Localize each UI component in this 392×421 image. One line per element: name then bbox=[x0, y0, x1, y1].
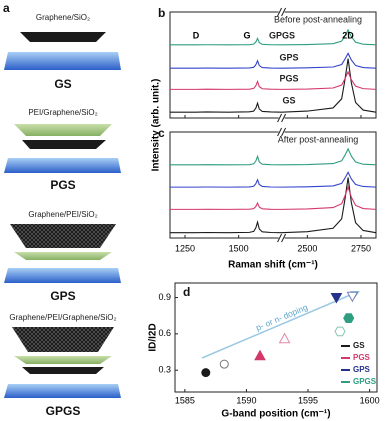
axis-break bbox=[277, 233, 283, 243]
panel-label: c bbox=[158, 126, 165, 140]
legend-label: GPS bbox=[353, 365, 371, 374]
layer-caption: Graphene/SiO₂ bbox=[36, 13, 90, 22]
spectrum bbox=[170, 171, 377, 188]
substrate bbox=[4, 158, 121, 173]
x-tick-label: 2500 bbox=[297, 243, 317, 253]
sample-name: GPS bbox=[50, 289, 75, 303]
substrate bbox=[4, 384, 121, 398]
x-tick-label: 1600 bbox=[360, 395, 380, 405]
spectrum bbox=[170, 177, 377, 234]
plot-frame bbox=[174, 282, 378, 393]
axis-break-gap bbox=[278, 236, 285, 240]
spectrum bbox=[170, 52, 377, 69]
x-tick-label: 1595 bbox=[298, 395, 318, 405]
pei-layer bbox=[14, 356, 112, 364]
graphene-layer bbox=[10, 224, 116, 248]
annotation: p- or n- doping bbox=[254, 302, 309, 333]
axis-break-gap bbox=[278, 10, 285, 14]
graphene-layer bbox=[22, 140, 106, 149]
x-tick-label: 1250 bbox=[175, 243, 195, 253]
spectrum bbox=[170, 147, 377, 166]
legend-label: GPGS bbox=[353, 377, 377, 386]
panel-label: b bbox=[158, 6, 165, 20]
axis-break bbox=[281, 113, 287, 123]
sample-name: GS bbox=[54, 77, 71, 91]
peak-label: 2D bbox=[342, 30, 354, 40]
axis-break bbox=[277, 113, 283, 123]
spectrum bbox=[170, 185, 377, 210]
graphene-layer bbox=[20, 32, 106, 42]
x-tick-label: 1500 bbox=[229, 243, 249, 253]
substrate bbox=[4, 268, 121, 283]
substrate bbox=[4, 52, 121, 70]
y-tick-label: 0.6 bbox=[158, 328, 171, 338]
y-axis-label: Intensity (arb. unit.) bbox=[151, 79, 162, 172]
data-point bbox=[334, 326, 346, 337]
spectrum bbox=[170, 58, 377, 113]
panel-title: After post-annealing bbox=[278, 134, 359, 144]
y-tick-label: 0.9 bbox=[158, 292, 171, 302]
series-label: PGS bbox=[279, 73, 298, 83]
layer-caption: PEI/Graphene/SiO₂ bbox=[28, 108, 97, 117]
axis-break bbox=[277, 127, 283, 137]
x-tick-label: 2750 bbox=[351, 243, 371, 253]
peak-label: G bbox=[243, 30, 250, 40]
axis-break bbox=[281, 7, 287, 17]
panel-a: a Graphene/SiO₂ GS PEI/Graphene/SiO₂ PGS… bbox=[3, 1, 121, 418]
axis-break-gap bbox=[278, 130, 285, 134]
spectrum bbox=[170, 70, 377, 90]
data-point bbox=[343, 313, 355, 323]
layer-caption: Graphene/PEI/Graphene/SiO₂ bbox=[9, 313, 116, 322]
peak-label: D bbox=[193, 30, 200, 40]
axis-break-gap bbox=[278, 116, 285, 120]
layer-caption: Graphene/PEI/SiO₂ bbox=[28, 210, 97, 219]
y-axis-label: ID/I2D bbox=[148, 323, 159, 351]
x-tick-label: 1590 bbox=[236, 395, 256, 405]
axis-break bbox=[281, 233, 287, 243]
data-point bbox=[278, 332, 291, 344]
x-axis-label: G-band position (cm⁻¹) bbox=[221, 409, 330, 420]
legend-label: GS bbox=[353, 341, 365, 350]
axis-break bbox=[281, 127, 287, 137]
data-point bbox=[201, 368, 211, 378]
panel-title: Before post-annealing bbox=[274, 14, 362, 24]
data-point bbox=[219, 359, 229, 369]
data-point bbox=[330, 293, 343, 304]
legend-label: PGS bbox=[353, 353, 371, 362]
spectrum bbox=[170, 28, 377, 46]
series-label: GS bbox=[282, 95, 295, 105]
series-label: GPS bbox=[279, 52, 298, 62]
pei-layer bbox=[14, 252, 112, 260]
graphene-layer bbox=[22, 367, 104, 374]
trend-arrow bbox=[201, 292, 356, 359]
x-axis-label: Raman shift (cm⁻¹) bbox=[228, 260, 318, 271]
data-point bbox=[346, 291, 359, 303]
y-tick-label: 0.3 bbox=[158, 365, 171, 375]
sample-name: GPGS bbox=[46, 404, 81, 418]
data-point bbox=[254, 349, 266, 361]
axis-break bbox=[277, 7, 283, 17]
x-tick-label: 1585 bbox=[175, 395, 195, 405]
pei-layer bbox=[14, 124, 112, 136]
panel-label: a bbox=[3, 1, 10, 15]
graphene-layer bbox=[12, 327, 114, 352]
sample-name: PGS bbox=[50, 178, 75, 192]
panel-label: d bbox=[183, 285, 190, 299]
plot-frame bbox=[169, 131, 377, 239]
series-label: GPGS bbox=[269, 30, 295, 40]
plot-frame bbox=[169, 11, 377, 119]
